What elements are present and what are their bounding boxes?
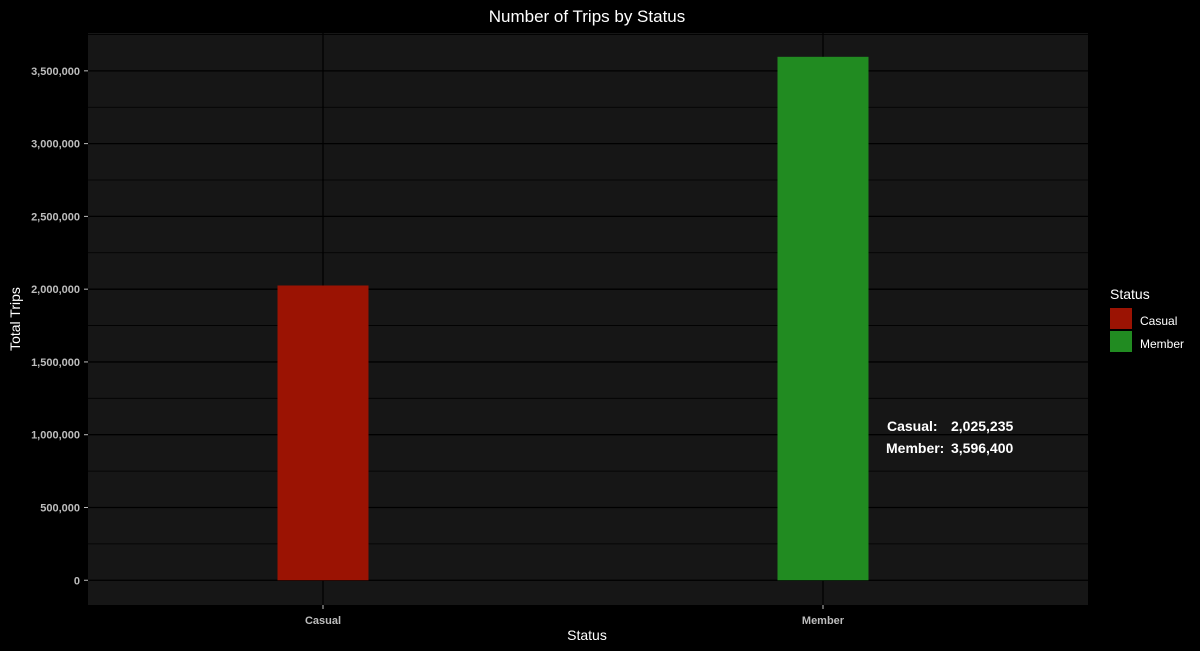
bars xyxy=(277,56,869,581)
annotation-casual-label: Casual: xyxy=(887,418,938,434)
y-tick-label: 3,000,000 xyxy=(31,139,80,151)
annotation-member-label: Member: xyxy=(886,440,944,456)
annotation-block: Casual: 2,025,235 Member: 3,596,400 xyxy=(886,418,1013,456)
y-axis-title: Total Trips xyxy=(7,287,23,351)
y-tick-label: 2,500,000 xyxy=(31,211,80,223)
chart-title: Number of Trips by Status xyxy=(489,7,686,26)
x-tick-label-member: Member xyxy=(802,615,845,627)
y-tick-label: 1,500,000 xyxy=(31,357,80,369)
y-tick-label: 3,500,000 xyxy=(31,66,80,78)
legend-label-member: Member xyxy=(1140,337,1184,351)
annotation-member-value: 3,596,400 xyxy=(951,440,1013,456)
legend-label-casual: Casual xyxy=(1140,314,1177,328)
y-tick-label: 2,000,000 xyxy=(31,284,80,296)
x-axis-ticks: Casual Member xyxy=(305,605,845,627)
legend: Status Casual Member xyxy=(1110,286,1184,352)
y-tick-label: 500,000 xyxy=(40,502,80,514)
plot-panel xyxy=(88,33,1088,605)
bar-member xyxy=(777,56,869,581)
legend-swatch-casual xyxy=(1110,308,1132,329)
x-axis-title: Status xyxy=(567,627,607,643)
x-tick-label-casual: Casual xyxy=(305,615,341,627)
legend-title: Status xyxy=(1110,286,1150,302)
legend-swatch-member xyxy=(1110,331,1132,352)
grid-lines xyxy=(88,33,1088,605)
y-tick-label: 1,000,000 xyxy=(31,430,80,442)
annotation-casual-value: 2,025,235 xyxy=(951,418,1013,434)
y-tick-label: 0 xyxy=(74,575,80,587)
y-axis-ticks: 0 500,000 1,000,000 1,500,000 2,000,000 2,500… xyxy=(31,66,88,587)
bar-casual xyxy=(277,285,369,581)
